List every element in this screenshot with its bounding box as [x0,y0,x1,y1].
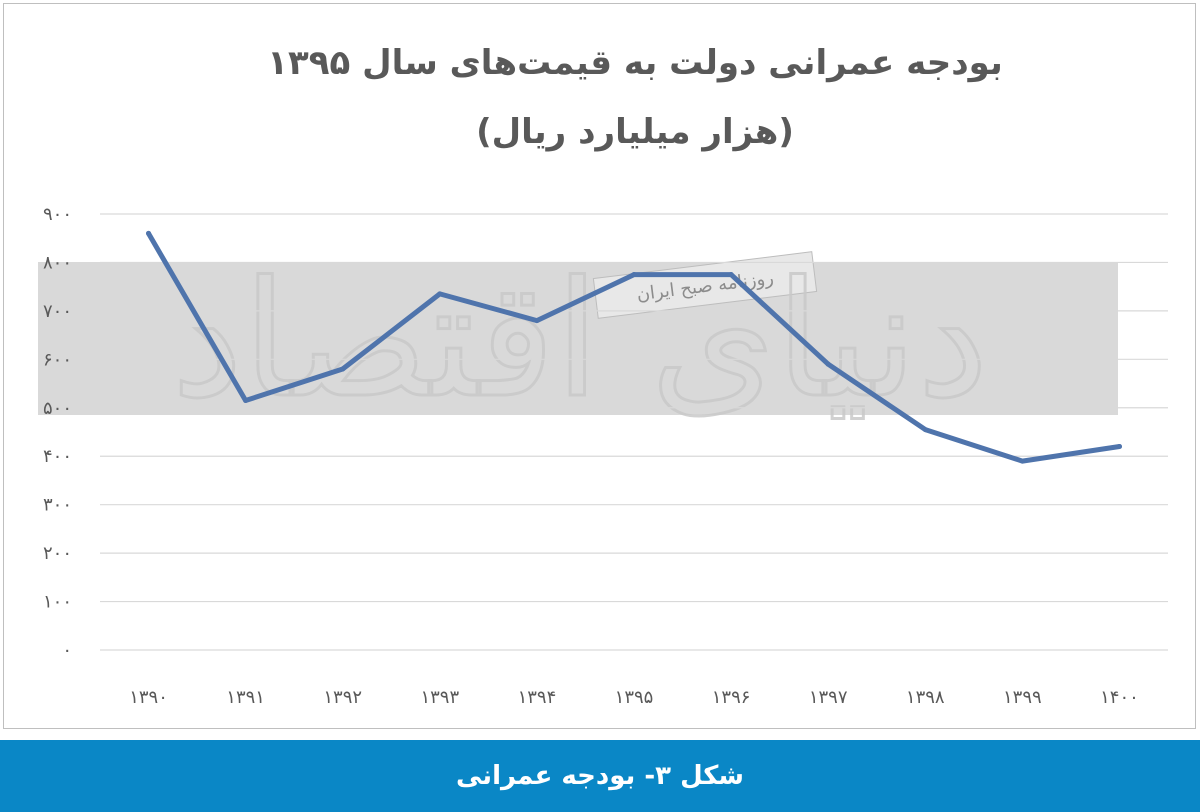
series-group [146,230,1122,464]
x-tick-label: ۱۳۹۴ [518,687,557,708]
y-tick-label: ۱۰۰ [43,592,72,613]
y-tick-label: ۲۰۰ [43,543,72,564]
y-tick-label: ۶۰۰ [43,349,72,370]
y-tick-label: ۸۰۰ [43,252,72,273]
x-tick-label: ۱۳۹۵ [615,687,654,708]
x-tick-label: ۱۳۹۱ [226,687,265,708]
data-point [631,272,637,278]
y-tick-label: ۹۰۰ [43,204,72,225]
y-tick-label: ۳۰۰ [43,495,72,516]
x-tick-label: ۱۳۹۹ [1003,687,1042,708]
data-point [728,272,734,278]
data-point [825,361,831,367]
y-tick-label: ۷۰۰ [43,301,72,322]
x-tick-label: ۱۳۹۸ [906,687,945,708]
caption-text: شکل ۳- بودجه عمرانی [456,761,744,791]
data-point [922,427,928,433]
x-tick-label: ۱۴۰۰ [1100,687,1139,708]
x-tick-label: ۱۳۹۳ [420,687,459,708]
y-tick-label: ۵۰۰ [43,398,72,419]
chart-title: بودجه عمرانی دولت به قیمت‌های سال ۱۳۹۵ [267,43,1003,83]
x-tick-label: ۱۳۹۰ [129,687,168,708]
data-point [437,291,443,297]
data-point [243,398,249,404]
data-point [1019,458,1025,464]
x-tick-label: ۱۳۹۶ [712,687,751,708]
x-tick-label: ۱۳۹۷ [809,687,848,708]
x-tick-label: ۱۳۹۲ [323,687,362,708]
data-point [1116,444,1122,450]
y-axis-ticks: ۰ ۱۰۰ ۲۰۰ ۳۰۰ ۴۰۰ ۵۰۰ ۶۰۰ ۷۰۰ ۸۰۰ ۹۰۰ [43,204,72,661]
y-tick-label: ۰ [62,640,72,661]
x-axis-ticks: ۱۳۹۰ ۱۳۹۱ ۱۳۹۲ ۱۳۹۳ ۱۳۹۴ ۱۳۹۵ ۱۳۹۶ ۱۳۹۷ ۱۳۹۸ ۱۳۹۹… [129,687,1139,708]
y-tick-label: ۴۰۰ [43,446,72,467]
watermark: روزنامه صبح ایران دنیای اقتصاد [38,245,1118,435]
data-point [340,366,346,372]
chart-subtitle: (هزار میلیارد ریال) [476,112,794,152]
watermark-band [38,262,1118,415]
gridlines [100,213,1168,651]
caption-bar: شکل ۳- بودجه عمرانی [0,740,1200,812]
data-point [146,230,152,236]
watermark-publisher: دنیای اقتصاد [172,246,989,433]
chart: روزنامه صبح ایران دنیای اقتصاد بودجه عمر… [38,43,1168,708]
data-point [534,318,540,324]
